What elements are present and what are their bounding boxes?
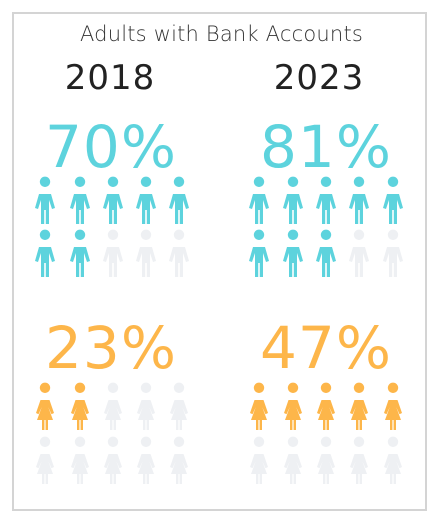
person-male-icon-2018-5-filled bbox=[169, 176, 189, 224]
person-female-icon-2023-1-filled bbox=[250, 382, 268, 430]
person-female-icon-2023-3-filled bbox=[317, 382, 335, 430]
person-female-icon-2023-10-empty bbox=[384, 436, 402, 484]
person-male-icon-2023-10-empty bbox=[383, 229, 403, 277]
person-male-icon-2023-8-filled bbox=[316, 229, 336, 277]
person-male-icon-2023-9-empty bbox=[349, 229, 369, 277]
person-male-icon-2018-1-filled bbox=[35, 176, 55, 224]
person-female-icon-2018-6-empty bbox=[36, 436, 54, 484]
person-male-icon-2023-2-filled bbox=[283, 176, 303, 224]
person-female-icon-2018-2-filled bbox=[71, 382, 89, 430]
person-female-icon-2023-4-filled bbox=[350, 382, 368, 430]
female-pct-2018: 23% bbox=[45, 314, 177, 382]
person-male-icon-2018-6-filled bbox=[35, 229, 55, 277]
person-female-icon-2018-5-empty bbox=[170, 382, 188, 430]
person-female-icon-2018-10-empty bbox=[170, 436, 188, 484]
person-female-icon-2023-9-empty bbox=[350, 436, 368, 484]
male-pct-2023: 81% bbox=[260, 113, 392, 181]
year-label-2023: 2023 bbox=[273, 58, 365, 98]
person-male-icon-2018-10-empty bbox=[169, 229, 189, 277]
person-male-icon-2018-7-filled bbox=[70, 229, 90, 277]
person-male-icon-2023-7-filled bbox=[283, 229, 303, 277]
person-male-icon-2023-4-filled bbox=[349, 176, 369, 224]
person-male-icon-2018-4-filled bbox=[136, 176, 156, 224]
year-label-2018: 2018 bbox=[64, 58, 156, 98]
person-male-icon-2023-6-filled bbox=[249, 229, 269, 277]
person-female-icon-2023-8-empty bbox=[317, 436, 335, 484]
person-female-icon-2018-1-filled bbox=[36, 382, 54, 430]
person-female-icon-2018-9-empty bbox=[137, 436, 155, 484]
person-female-icon-2023-2-filled bbox=[284, 382, 302, 430]
person-female-icon-2018-3-empty bbox=[104, 382, 122, 430]
person-male-icon-2018-2-filled bbox=[70, 176, 90, 224]
person-male-icon-2018-9-empty bbox=[136, 229, 156, 277]
person-male-icon-2023-3-filled bbox=[316, 176, 336, 224]
person-male-icon-2023-1-filled bbox=[249, 176, 269, 224]
male-pct-2018: 70% bbox=[45, 113, 177, 181]
person-female-icon-2018-8-empty bbox=[104, 436, 122, 484]
person-male-icon-2018-8-empty bbox=[103, 229, 123, 277]
person-female-icon-2023-6-empty bbox=[250, 436, 268, 484]
person-female-icon-2018-4-empty bbox=[137, 382, 155, 430]
person-female-icon-2023-7-empty bbox=[284, 436, 302, 484]
person-male-icon-2018-3-filled bbox=[103, 176, 123, 224]
person-male-icon-2023-5-filled bbox=[383, 176, 403, 224]
person-female-icon-2018-7-empty bbox=[71, 436, 89, 484]
chart-title: Adults with Bank Accounts bbox=[79, 22, 364, 46]
female-pct-2023: 47% bbox=[260, 314, 392, 382]
person-female-icon-2023-5-filled bbox=[384, 382, 402, 430]
